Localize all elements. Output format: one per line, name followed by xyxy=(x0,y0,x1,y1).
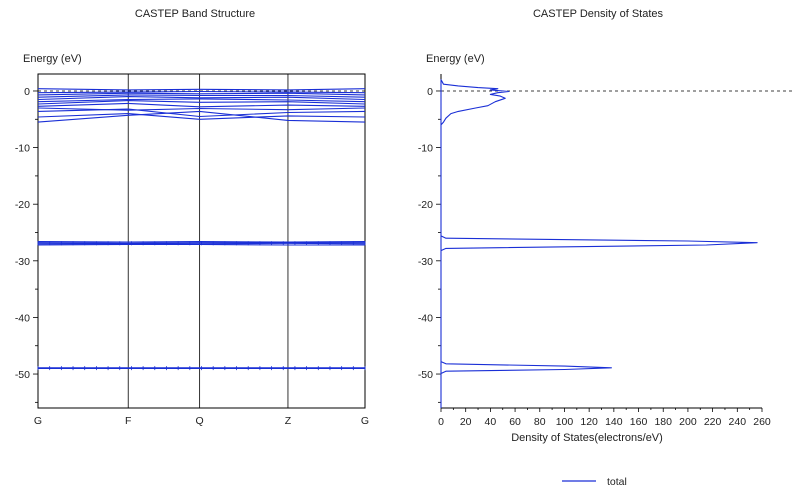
band-line-6 xyxy=(37,98,366,103)
legend-label-total: total xyxy=(607,476,627,488)
band-line-4 xyxy=(37,102,366,108)
dos-x-tick-label: 120 xyxy=(580,416,598,428)
band-line-12 xyxy=(37,241,366,243)
dos-x-tick-label: 20 xyxy=(460,416,472,428)
band-y-tick-label: -10 xyxy=(15,143,30,155)
dos-x-tick-label: 200 xyxy=(679,416,697,428)
band-line-7 xyxy=(37,96,366,101)
legend: total xyxy=(562,476,627,488)
band-line-0 xyxy=(37,110,366,123)
band-line-10 xyxy=(37,90,366,94)
dos-y-axis-label: Energy (eV) xyxy=(426,53,485,65)
band-y-tick-label: 0 xyxy=(24,86,30,98)
dos-x-tick-label: 140 xyxy=(605,416,623,428)
band-x-tick-label: Z xyxy=(285,415,292,427)
band-line-11 xyxy=(37,88,366,91)
band-y-tick-label: -50 xyxy=(15,369,30,381)
dos-chart-title: CASTEP Density of States xyxy=(533,8,664,20)
dos-x-tick-label: 160 xyxy=(630,416,648,428)
band-line-9 xyxy=(37,92,366,96)
dos-x-tick-label: 260 xyxy=(753,416,771,428)
dos-x-axis-label: Density of States(electrons/eV) xyxy=(511,432,663,444)
band-line-8 xyxy=(37,94,366,98)
band-y-tick-label: -20 xyxy=(15,199,30,211)
dos-y-tick-label: -50 xyxy=(418,369,433,381)
dos-x-tick-label: 60 xyxy=(509,416,521,428)
dos-x-tick-label: 0 xyxy=(438,416,444,428)
dos-x-tick-label: 100 xyxy=(556,416,574,428)
dos-y-tick-label: -10 xyxy=(418,143,433,155)
band-line-1 xyxy=(37,113,366,120)
band-x-tick-label: G xyxy=(34,415,42,427)
dos-x-tick-label: 240 xyxy=(729,416,747,428)
dos-series-total xyxy=(440,79,758,408)
dos-y-tick-label: -40 xyxy=(418,312,433,324)
dos-y-tick-label: -20 xyxy=(418,199,433,211)
dos-x-tick-label: 80 xyxy=(534,416,546,428)
band-y-tick-label: -40 xyxy=(15,312,30,324)
band-structure-plot: G F Q Z G 0 -10 -20 -30 -40 -50 xyxy=(15,73,369,427)
band-line-15 xyxy=(37,243,365,246)
band-chart-title: CASTEP Band Structure xyxy=(135,8,255,20)
band-line-3 xyxy=(37,107,366,111)
band-x-tick-label: Q xyxy=(196,415,204,427)
band-x-tick-label: G xyxy=(361,415,369,427)
band-plot-frame xyxy=(37,73,366,409)
band-y-tick-label: -30 xyxy=(15,256,30,268)
dos-x-tick-label: 180 xyxy=(654,416,672,428)
dos-x-tick-label: 40 xyxy=(485,416,497,428)
density-of-states-plot: 0 -10 -20 -30 -40 -50 0 20 40 60 80 100 120 140 160 180… xyxy=(418,74,792,428)
band-y-axis-label: Energy (eV) xyxy=(23,53,82,65)
band-line-13 xyxy=(37,242,365,244)
band-line-14 xyxy=(38,242,366,245)
band-line-5 xyxy=(37,100,366,105)
dos-y-tick-label: 0 xyxy=(427,86,433,98)
dos-y-tick-label: -30 xyxy=(418,256,433,268)
dos-x-tick-label: 220 xyxy=(704,416,722,428)
band-x-tick-label: F xyxy=(125,415,131,427)
